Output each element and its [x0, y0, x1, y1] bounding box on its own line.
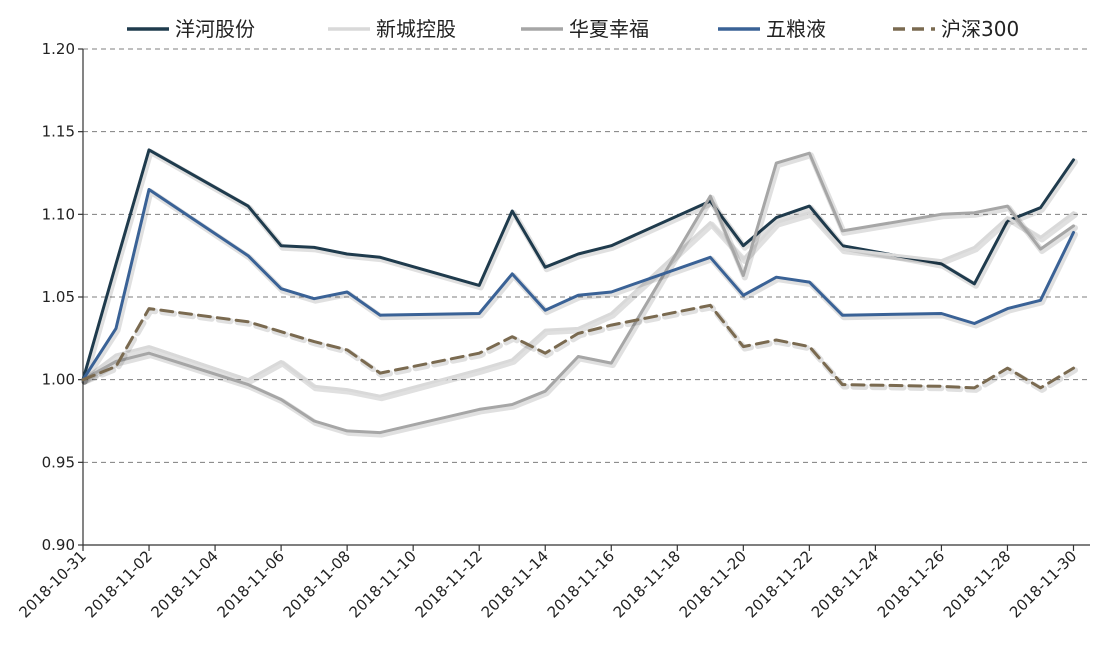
x-tick-label-2: 2018-11-04: [148, 547, 222, 621]
x-tick-label-3: 2018-11-06: [214, 547, 288, 621]
x-tick-label-4: 2018-11-08: [280, 547, 354, 621]
series-shadow-1: [81, 211, 1078, 402]
x-tick-label-15: 2018-11-30: [1006, 547, 1080, 621]
y-tick-label-6: 1.20: [42, 40, 75, 58]
x-tick-label-12: 2018-11-24: [808, 547, 882, 621]
y-tick-label-0: 0.90: [42, 536, 75, 554]
x-tick-label-8: 2018-11-16: [544, 547, 618, 621]
x-tick-label-13: 2018-11-26: [874, 547, 948, 621]
series-layer: [81, 148, 1078, 438]
legend: 洋河股份 新城控股 华夏幸福 五粮液 沪深300: [127, 17, 1019, 41]
y-tick-label-1: 0.95: [42, 453, 75, 471]
legend-label-0: 洋河股份: [175, 17, 255, 41]
x-tick-label-7: 2018-11-14: [478, 547, 552, 621]
series-line-3: [81, 188, 1075, 382]
legend-label-3: 五粮液: [766, 17, 826, 41]
series-line-4: [81, 303, 1075, 390]
x-tick-label-6: 2018-11-12: [412, 547, 486, 621]
x-tick-label-9: 2018-11-18: [610, 547, 684, 621]
legend-label-1: 新城控股: [376, 17, 456, 41]
series-line-2: [81, 151, 1075, 435]
y-tick-label-5: 1.15: [42, 123, 75, 141]
series-line-0: [81, 148, 1075, 382]
y-tick-label-2: 1.00: [42, 371, 75, 389]
y-tick-label-3: 1.05: [42, 288, 75, 306]
x-tick-label-5: 2018-11-10: [346, 547, 420, 621]
x-tick-label-0: 2018-10-31: [15, 547, 89, 621]
x-tick-label-14: 2018-11-28: [940, 547, 1014, 621]
legend-label-2: 华夏幸福: [569, 17, 649, 41]
x-tick-label-11: 2018-11-22: [742, 547, 816, 621]
legend-label-4: 沪深300: [941, 17, 1019, 41]
x-tick-label-10: 2018-11-20: [676, 547, 750, 621]
y-tick-label-4: 1.10: [42, 205, 75, 223]
series-line-1: [81, 211, 1075, 398]
series-shadow-4: [81, 304, 1078, 393]
grid-layer: [83, 48, 1090, 463]
series-shadow-0: [81, 148, 1078, 385]
x-tick-label-1: 2018-11-02: [81, 547, 155, 621]
